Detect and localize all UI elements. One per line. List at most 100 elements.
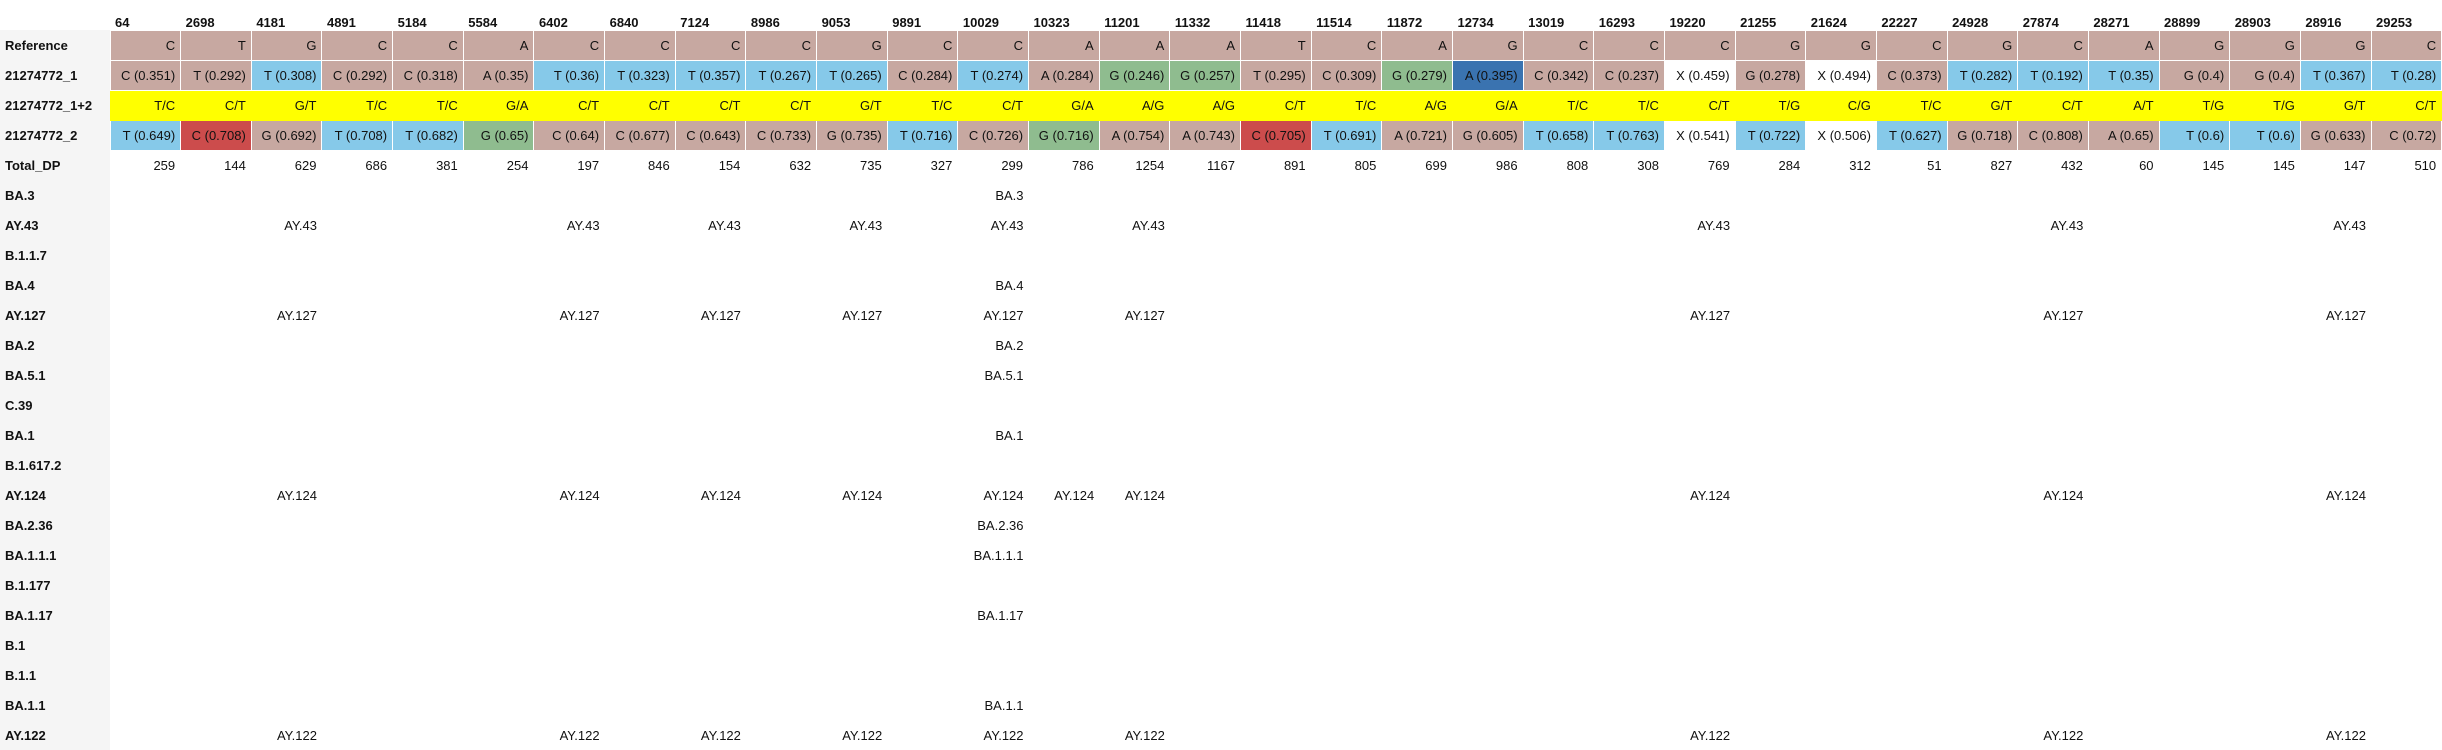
- lineage-cell: [746, 390, 817, 420]
- total-dp-cell: 144: [180, 149, 252, 181]
- lineage-cell: [110, 480, 181, 510]
- lineage-cell: [1523, 390, 1594, 420]
- lineage-cell: [817, 450, 888, 480]
- lineage-cell: [1594, 330, 1665, 360]
- lineage-cell: [2371, 360, 2442, 390]
- lineage-cell: [1099, 600, 1170, 630]
- lineage-cell: [1241, 270, 1312, 300]
- lineage-cell: [251, 390, 322, 420]
- lineage-cell: [2371, 330, 2442, 360]
- lineage-cell: [1876, 210, 1947, 240]
- lineage-cell: [463, 210, 534, 240]
- lineage-cell: [2088, 690, 2159, 720]
- lineage-cell: [463, 660, 534, 690]
- lineage-cell: [605, 510, 676, 540]
- lineage-cell: [1029, 720, 1100, 750]
- lineage-cell: AY.122: [1124, 727, 1165, 743]
- position-header: 21624: [1810, 14, 1847, 30]
- lineage-cell: [2088, 330, 2159, 360]
- position-header: 10323: [1033, 14, 1070, 30]
- lineage-cell: [2159, 720, 2230, 750]
- reference-cell: A: [1098, 29, 1171, 61]
- lineage-cell: [1382, 630, 1453, 660]
- sample2-cell: G (0.735): [816, 119, 888, 151]
- lineage-cell: [1311, 270, 1382, 300]
- lineage-cell: [1806, 300, 1877, 330]
- sample2-cell: T (0.691): [1310, 119, 1383, 151]
- lineage-cell: [1029, 570, 1100, 600]
- lineage-cell: AY.124: [2043, 487, 2084, 503]
- lineage-cell: [1452, 690, 1523, 720]
- corner-cell: [0, 0, 110, 30]
- lineage-cell: [1806, 390, 1877, 420]
- lineage-cell: [1382, 240, 1453, 270]
- reference-cell: G: [2158, 29, 2231, 61]
- sample2-cell: T (0.627): [1875, 119, 1948, 151]
- sample1-cell: T (0.282): [1946, 59, 2019, 91]
- lineage-cell: [1594, 390, 1665, 420]
- reference-cell: C: [533, 29, 606, 61]
- position-header: 28903: [2234, 14, 2271, 30]
- lineage-cell: [110, 660, 181, 690]
- lineage-cell: [1311, 330, 1382, 360]
- lineage-cell: AY.127: [559, 307, 600, 323]
- lineage-cell: [1664, 420, 1735, 450]
- lineage-cell: [1876, 360, 1947, 390]
- sample1-cell: A (0.284): [1028, 59, 1100, 91]
- lineage-cell: [605, 720, 676, 750]
- lineage-cell: [1241, 660, 1312, 690]
- lineage-row: AY.43 AY.43 AY.43 AY.43 AY.43 AY.43 AY.43 AY.43…: [0, 210, 2442, 240]
- lineage-cell: [746, 720, 817, 750]
- lineage-cell: [1382, 360, 1453, 390]
- lineage-cell: [2018, 390, 2089, 420]
- lineage-cell: [1876, 510, 1947, 540]
- lineage-cell: [463, 270, 534, 300]
- lineage-cell: [181, 540, 252, 570]
- lineage-cell: [1523, 330, 1594, 360]
- lineage-cell: [1735, 720, 1806, 750]
- lineage-cell: [1523, 540, 1594, 570]
- lineage-cell: [1594, 540, 1665, 570]
- total-dp-cell: 808: [1522, 149, 1595, 181]
- lineage-cell: [1452, 300, 1523, 330]
- lineage-cell: [181, 600, 252, 630]
- combined-cell: G/T: [1946, 89, 2019, 121]
- lineage-cell: [1735, 480, 1806, 510]
- lineage-cell: [1382, 540, 1453, 570]
- combined-cell: G/T: [816, 89, 888, 121]
- lineage-cell: [1594, 720, 1665, 750]
- lineage-cell: AY.124: [2325, 487, 2366, 503]
- lineage-cell: [817, 570, 888, 600]
- lineage-cell: [605, 210, 676, 240]
- combined-cell: T/C: [886, 89, 959, 121]
- lineage-cell: [1311, 630, 1382, 660]
- lineage-cell: [1452, 720, 1523, 750]
- lineage-cell: [534, 570, 605, 600]
- row-label: B.1.1.7: [0, 240, 110, 270]
- lineage-cell: [1523, 570, 1594, 600]
- lineage-cell: [1876, 660, 1947, 690]
- lineage-cell: [2300, 600, 2371, 630]
- lineage-cell: [1311, 660, 1382, 690]
- lineage-cell: AY.124: [1054, 487, 1095, 503]
- lineage-cell: [746, 630, 817, 660]
- combined-cell: T/C: [1875, 89, 1948, 121]
- lineage-cell: [1806, 480, 1877, 510]
- lineage-cell: [2088, 180, 2159, 210]
- lineage-cell: [393, 450, 464, 480]
- lineage-cell: [1170, 180, 1241, 210]
- lineage-cell: [534, 330, 605, 360]
- combined-cell: T/C: [392, 89, 464, 121]
- combined-cell: T/C: [321, 89, 394, 121]
- lineage-cell: [1947, 450, 2018, 480]
- lineage-cell: [1241, 540, 1312, 570]
- lineage-cell: [534, 600, 605, 630]
- row-label: BA.1: [0, 420, 110, 450]
- lineage-cell: [1806, 210, 1877, 240]
- combined-cell: C/T: [674, 89, 747, 121]
- combined-row: 21274772_1+2 T/C C/T G/T T/C T/C G/A C/T C/T C/T C…: [0, 89, 2442, 121]
- lineage-cell: [1170, 450, 1241, 480]
- total-dp-cell: 145: [2229, 149, 2301, 181]
- lineage-cell: [2371, 390, 2442, 420]
- lineage-cell: [1241, 480, 1312, 510]
